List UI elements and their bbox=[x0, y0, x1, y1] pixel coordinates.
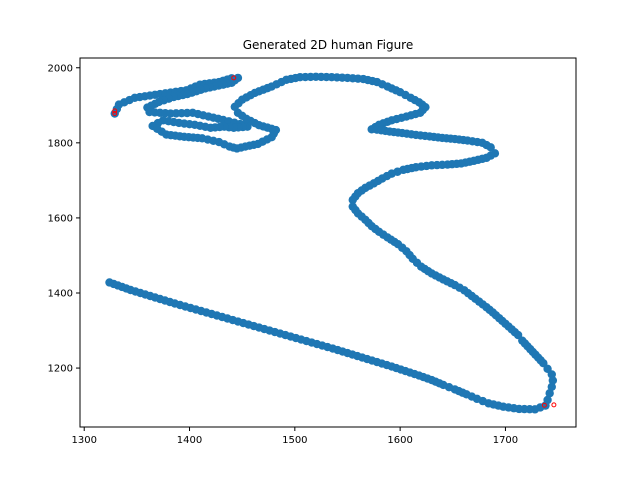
x-tick-label: 1400 bbox=[177, 435, 202, 446]
marker-point bbox=[231, 75, 237, 81]
data-point bbox=[486, 143, 495, 152]
marker-point bbox=[551, 402, 557, 408]
x-tick-label: 1300 bbox=[71, 435, 96, 446]
x-tick-label: 1500 bbox=[282, 435, 307, 446]
y-tick-label: 1200 bbox=[48, 364, 73, 375]
y-tick-label: 1400 bbox=[48, 288, 73, 299]
x-tick-label: 1600 bbox=[387, 435, 412, 446]
marker-point bbox=[112, 108, 118, 114]
x-tick-label: 1700 bbox=[493, 435, 518, 446]
marker-point bbox=[541, 402, 547, 408]
data-point bbox=[548, 376, 558, 385]
axes-frame bbox=[79, 57, 577, 428]
y-tick-label: 1600 bbox=[48, 213, 73, 224]
data-point bbox=[545, 389, 554, 398]
x-axis: 1300 1400 1500 1600 1700 bbox=[71, 427, 518, 446]
plot-area bbox=[105, 72, 558, 414]
marker-point bbox=[112, 111, 118, 117]
data-point bbox=[105, 278, 114, 287]
data-point bbox=[547, 382, 556, 392]
y-tick-label: 2000 bbox=[48, 63, 73, 74]
y-tick-label: 1800 bbox=[48, 138, 73, 149]
y-axis: 1200 1400 1600 1800 2000 bbox=[48, 63, 80, 375]
data-point bbox=[348, 195, 357, 205]
chart-title: Generated 2D human Figure bbox=[243, 38, 413, 52]
